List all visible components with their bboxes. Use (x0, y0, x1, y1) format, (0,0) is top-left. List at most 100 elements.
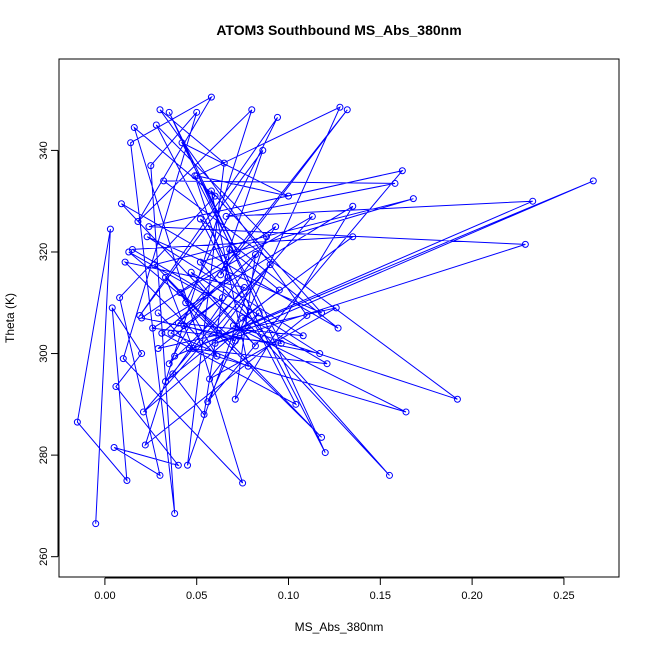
data-point (215, 329, 223, 337)
data-point (161, 273, 169, 281)
data-point (277, 339, 285, 347)
data-point (336, 103, 344, 111)
data-point (176, 289, 184, 297)
data-point (217, 271, 225, 279)
data-point (211, 339, 219, 347)
data-point (202, 291, 210, 299)
data-point (275, 286, 283, 294)
data-point (196, 258, 204, 266)
x-tick-label: 0.05 (186, 590, 207, 602)
data-point (349, 202, 357, 210)
data-point (165, 108, 173, 116)
data-point (255, 309, 263, 317)
data-point (226, 245, 234, 253)
data-point (222, 212, 230, 220)
data-point (233, 248, 241, 256)
data-point (529, 197, 537, 205)
data-point (154, 309, 162, 317)
data-point (73, 418, 81, 426)
data-point (106, 225, 114, 233)
data-point (112, 383, 120, 391)
data-point (171, 352, 179, 360)
data-point (185, 344, 193, 352)
data-point (154, 344, 162, 352)
data-point (184, 461, 192, 469)
chart-title: ATOM3 Southbound MS_Abs_380nm (216, 22, 461, 38)
data-point (108, 304, 116, 312)
data-point (200, 410, 208, 418)
x-axis-label: MS_Abs_380nm (295, 620, 384, 634)
data-point (308, 212, 316, 220)
data-point (130, 124, 138, 132)
data-point (299, 332, 307, 340)
data-point (321, 449, 329, 457)
data-point (318, 433, 326, 441)
data-point (453, 395, 461, 403)
data-point (145, 223, 153, 231)
data-point (158, 329, 166, 337)
series-line (76, 95, 594, 524)
x-tick-label: 0.00 (94, 590, 115, 602)
data-point (385, 471, 393, 479)
data-point (211, 192, 219, 200)
data-point (143, 233, 151, 241)
data-point (161, 377, 169, 385)
data-point (248, 106, 256, 114)
data-point (156, 106, 164, 114)
data-point (206, 375, 214, 383)
data-point (272, 223, 280, 231)
data-point (196, 215, 204, 223)
data-point (178, 139, 186, 147)
data-point (521, 240, 529, 248)
data-point (239, 314, 247, 322)
data-point (220, 159, 228, 167)
data-point (231, 395, 239, 403)
data-point (92, 520, 100, 528)
data-point (398, 167, 406, 175)
data-point (187, 268, 195, 276)
data-point (116, 294, 124, 302)
data-point (273, 113, 281, 121)
data-point (292, 400, 300, 408)
data-point (207, 187, 215, 195)
x-tick-label: 0.15 (370, 590, 391, 602)
data-point (127, 139, 135, 147)
data-point (218, 294, 226, 302)
data-point (138, 314, 146, 322)
data-point (391, 179, 399, 187)
data-point (349, 233, 357, 241)
data-point (117, 200, 125, 208)
data-point (152, 121, 160, 129)
data-point (141, 441, 149, 449)
data-point (193, 108, 201, 116)
data-point (138, 350, 146, 358)
data-point (343, 106, 351, 114)
data-point (318, 309, 326, 317)
x-tick-label: 0.10 (278, 590, 299, 602)
data-point (224, 273, 232, 281)
x-tick-label: 0.20 (461, 590, 482, 602)
data-point (589, 177, 597, 185)
data-point (160, 177, 168, 185)
data-point (334, 324, 342, 332)
data-point (169, 370, 177, 378)
data-point (251, 342, 259, 350)
x-tick-label: 0.25 (553, 590, 574, 602)
y-tick-label: 280 (38, 446, 50, 464)
data-point (119, 355, 127, 363)
data-point (266, 261, 274, 269)
data-point (259, 146, 267, 154)
y-tick-label: 260 (38, 548, 50, 566)
data-point (121, 258, 129, 266)
data-point (167, 329, 175, 337)
x-axis: 0.00 0.05 0.10 0.15 0.20 0.25 (94, 577, 575, 602)
data-point (123, 477, 131, 485)
data-point (402, 408, 410, 416)
data-point (316, 350, 324, 358)
y-axis: 260 280 300 320 340 (38, 141, 59, 566)
data-point (171, 510, 179, 518)
data-point (207, 93, 215, 101)
data-point (139, 408, 147, 416)
y-tick-label: 340 (38, 141, 50, 159)
data-point (191, 172, 199, 180)
